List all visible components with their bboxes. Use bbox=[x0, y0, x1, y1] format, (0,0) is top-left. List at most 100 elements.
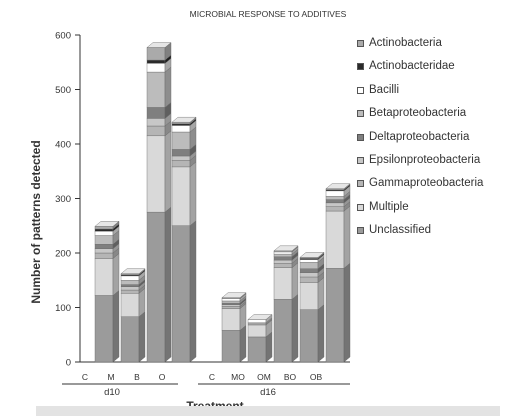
bar-segment-side bbox=[291, 262, 299, 300]
y-tick-label: 0 bbox=[66, 358, 71, 369]
bar-segment-side bbox=[164, 66, 172, 108]
x-tick-label: MO bbox=[231, 372, 245, 382]
x-tick-label: OM bbox=[257, 372, 271, 382]
bar-segment bbox=[299, 272, 319, 278]
bar-segment bbox=[146, 135, 166, 213]
bar-segment bbox=[221, 330, 241, 363]
bar-segment-side bbox=[343, 205, 351, 269]
bar-segment-side bbox=[164, 130, 172, 213]
bar-segment bbox=[221, 302, 241, 305]
legend-label: Actinobacteria bbox=[369, 37, 442, 49]
bar-segment bbox=[146, 125, 166, 137]
bar-segment bbox=[94, 226, 114, 230]
bar-segment bbox=[299, 259, 319, 263]
bar-segment bbox=[171, 121, 191, 125]
x-tick-label: C bbox=[209, 372, 215, 382]
legend-swatch bbox=[357, 86, 364, 94]
bar-segment bbox=[171, 166, 191, 226]
legend-label: Deltaproteobacteria bbox=[369, 130, 470, 143]
bar-segment bbox=[171, 123, 191, 126]
group-label: d10 bbox=[104, 387, 120, 398]
bar-segment bbox=[273, 299, 293, 363]
bar-segment bbox=[94, 244, 114, 249]
bar-segment bbox=[171, 149, 191, 157]
bar-stack bbox=[171, 116, 197, 363]
bar-segment bbox=[221, 306, 241, 309]
bar-segment bbox=[171, 125, 191, 133]
bar-segment bbox=[221, 304, 241, 307]
bar-top-face bbox=[120, 268, 146, 274]
x-tick-label: M bbox=[107, 372, 114, 382]
bar-segment bbox=[146, 107, 166, 119]
bar-segment bbox=[273, 253, 293, 258]
bar-top-face bbox=[221, 292, 247, 298]
bar-segment bbox=[94, 228, 114, 232]
chart-title: MICROBIAL RESPONSE TO ADDITIVES bbox=[190, 9, 347, 19]
x-tick-label: BO bbox=[284, 372, 297, 382]
y-tick-label: 200 bbox=[55, 249, 71, 260]
bar-segment bbox=[171, 131, 191, 150]
bar-segment bbox=[94, 235, 114, 245]
bar-segment bbox=[299, 262, 319, 270]
bar-top-face bbox=[146, 42, 172, 48]
bar-segment bbox=[120, 284, 140, 287]
legend-swatch bbox=[357, 63, 364, 71]
bar-stack bbox=[94, 220, 120, 363]
bar-top-face bbox=[94, 221, 120, 227]
bar-stack bbox=[120, 268, 146, 363]
legend-swatch bbox=[357, 133, 364, 141]
bar-segment bbox=[171, 155, 191, 161]
bar-top-face bbox=[247, 314, 273, 320]
legend-label: Multiple bbox=[369, 200, 409, 213]
bar-segment-side bbox=[189, 161, 197, 227]
bar-top-face bbox=[171, 116, 197, 123]
bar-segment bbox=[299, 268, 319, 273]
bar-top-face bbox=[299, 252, 325, 258]
bar-segment bbox=[146, 211, 166, 363]
bar-segment bbox=[325, 206, 345, 212]
bar-stack bbox=[273, 245, 299, 363]
bar-segment bbox=[273, 251, 293, 255]
legend-label: Epsilonproteobacteria bbox=[369, 153, 481, 166]
bar-segment bbox=[146, 63, 166, 73]
bar-segment-side bbox=[164, 206, 172, 363]
bar-segment-side bbox=[265, 331, 273, 363]
bar-segment bbox=[221, 308, 241, 331]
x-tick-label: O bbox=[159, 372, 166, 382]
bar-segment bbox=[247, 319, 267, 323]
bar-segment bbox=[325, 199, 345, 204]
legend-label: Unclassified bbox=[369, 224, 431, 237]
bar-segment bbox=[299, 276, 319, 283]
bar-stack bbox=[221, 292, 247, 363]
y-tick-label: 400 bbox=[55, 140, 71, 151]
legend-swatch bbox=[357, 110, 364, 118]
bar-segment bbox=[120, 293, 140, 317]
legend-swatch bbox=[357, 40, 364, 47]
bar-segment-side bbox=[343, 262, 351, 363]
bar-segment bbox=[146, 59, 166, 64]
bar-segment bbox=[299, 309, 319, 363]
bar-segment bbox=[221, 298, 241, 302]
y-axis-label: Number of patterns detected bbox=[29, 140, 43, 303]
legend-label: Betaproteobacteria bbox=[369, 107, 467, 120]
bar-stack bbox=[247, 314, 273, 363]
bar-top-face bbox=[273, 245, 299, 252]
bar-stack bbox=[146, 42, 172, 363]
x-tick-label: C bbox=[82, 372, 88, 382]
bar-segment-side bbox=[291, 293, 299, 363]
bar-segment bbox=[120, 275, 140, 281]
bar-segment-side bbox=[138, 311, 146, 363]
group-label: d16 bbox=[260, 387, 276, 398]
y-tick-label: 500 bbox=[55, 85, 71, 96]
bar-segment bbox=[325, 196, 345, 200]
bar-segment bbox=[146, 71, 166, 108]
bar-segment bbox=[94, 295, 114, 363]
bar-segment bbox=[221, 300, 241, 304]
legend-label: Gammaproteobacteria bbox=[369, 177, 484, 190]
legend-swatch bbox=[357, 156, 364, 164]
bar-segment bbox=[247, 324, 267, 338]
x-tick-label: B bbox=[134, 372, 140, 382]
bar-segment-side bbox=[189, 220, 197, 363]
bar-segment-side bbox=[112, 253, 120, 296]
